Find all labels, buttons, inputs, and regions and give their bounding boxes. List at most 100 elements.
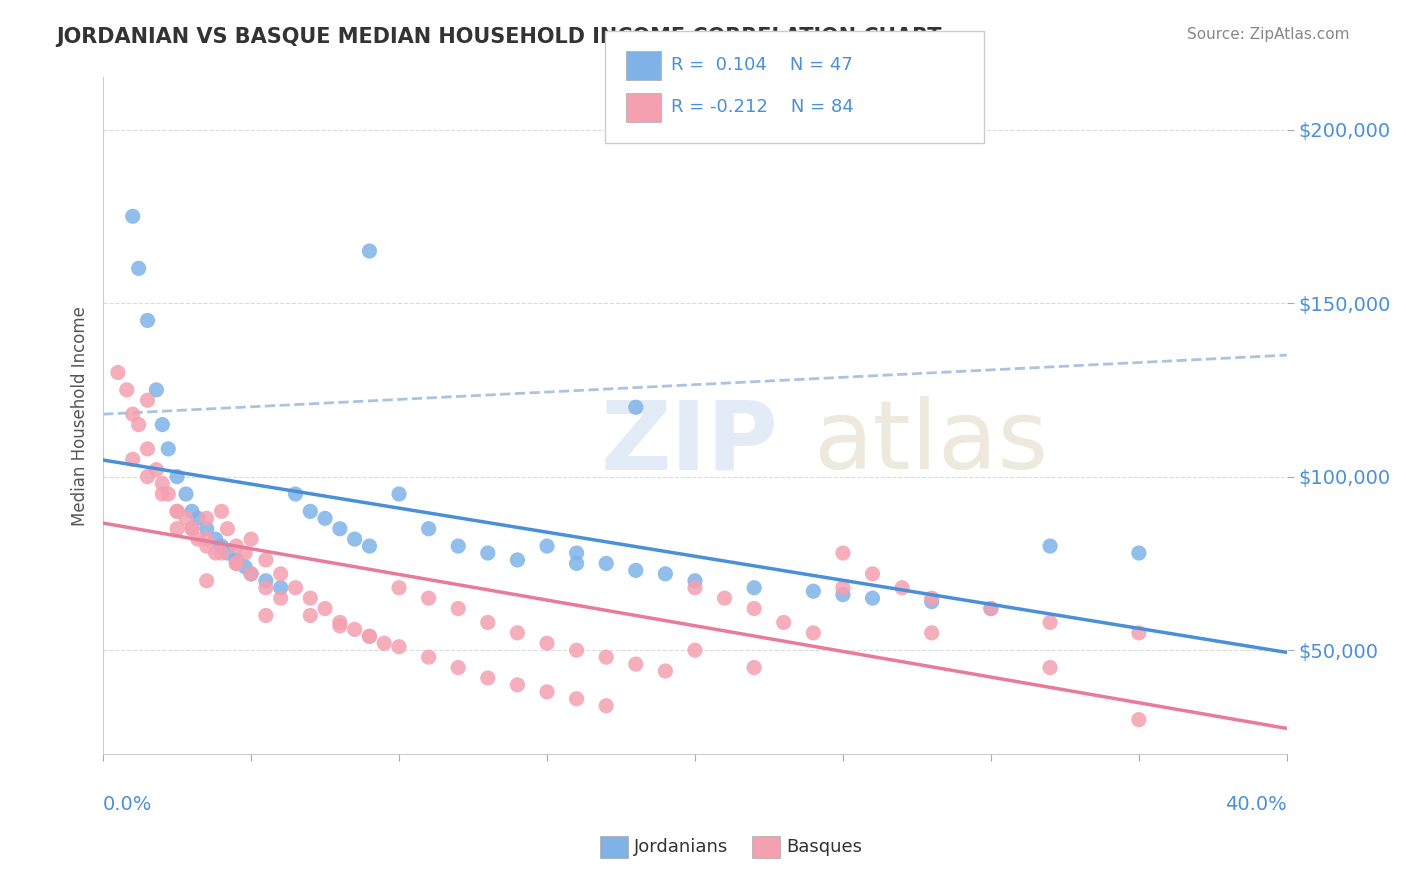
Point (1128, 625, 1150, 640)
Point (121, 452, 143, 467)
Point (157, 487, 180, 501)
Point (240, 532, 263, 546)
Point (343, 623, 366, 637)
Point (373, 636, 395, 650)
Point (565, 546, 588, 560)
Point (225, 553, 247, 567)
Point (217, 546, 239, 560)
Point (180, 504, 202, 518)
Text: JORDANIAN VS BASQUE MEDIAN HOUSEHOLD INCOME CORRELATION CHART: JORDANIAN VS BASQUE MEDIAN HOUSEHOLD INC… (56, 27, 942, 46)
Point (204, 546, 226, 560)
Point (801, 584, 824, 599)
Text: ZIP: ZIP (600, 396, 778, 490)
Text: Jordanians: Jordanians (634, 838, 728, 856)
Text: R = -0.212    N = 84: R = -0.212 N = 84 (671, 98, 853, 116)
Point (150, 487, 173, 501)
Point (121, 407, 143, 421)
Point (233, 560, 256, 574)
Point (174, 511, 197, 525)
Point (225, 557, 247, 571)
Point (832, 546, 855, 560)
Point (388, 487, 411, 501)
Point (254, 581, 277, 595)
Point (359, 244, 381, 258)
Point (136, 469, 159, 483)
Point (233, 546, 256, 560)
Point (359, 539, 381, 553)
Point (195, 532, 218, 546)
Point (862, 566, 884, 581)
Point (254, 608, 277, 623)
Point (343, 532, 366, 546)
Point (187, 511, 209, 525)
Point (150, 417, 173, 432)
Point (565, 557, 588, 571)
Point (980, 601, 1002, 615)
Point (1128, 546, 1150, 560)
Point (240, 566, 263, 581)
Point (832, 588, 855, 602)
Point (314, 511, 336, 525)
Point (270, 581, 292, 595)
Point (225, 539, 247, 553)
Point (211, 546, 233, 560)
Point (150, 476, 173, 491)
Point (195, 574, 218, 588)
Point (1039, 539, 1062, 553)
Point (1128, 713, 1150, 727)
Point (128, 417, 150, 432)
Point (388, 581, 411, 595)
Point (418, 650, 440, 665)
Point (136, 313, 159, 327)
Point (195, 511, 218, 525)
Point (1039, 660, 1062, 674)
Point (624, 657, 647, 672)
Point (624, 563, 647, 577)
Point (418, 591, 440, 606)
Point (299, 591, 322, 606)
Point (980, 601, 1002, 615)
Point (254, 553, 277, 567)
Point (891, 581, 914, 595)
Point (742, 601, 765, 615)
Text: Source: ZipAtlas.com: Source: ZipAtlas.com (1187, 27, 1350, 42)
Point (299, 504, 322, 518)
Point (388, 640, 411, 654)
Point (157, 442, 180, 456)
Point (166, 522, 188, 536)
Point (654, 664, 676, 678)
Point (536, 685, 558, 699)
Point (359, 629, 381, 643)
Point (595, 698, 617, 713)
Point (418, 522, 440, 536)
Point (1039, 615, 1062, 630)
Point (506, 553, 529, 567)
Point (187, 532, 209, 546)
Point (180, 522, 202, 536)
Point (477, 615, 499, 630)
Point (284, 581, 307, 595)
Point (299, 608, 322, 623)
Point (166, 504, 188, 518)
Point (447, 601, 470, 615)
Point (128, 261, 150, 276)
Point (329, 522, 352, 536)
Point (595, 650, 617, 665)
Y-axis label: Median Household Income: Median Household Income (72, 306, 89, 525)
Point (772, 615, 794, 630)
Point (477, 546, 499, 560)
Point (329, 615, 352, 630)
Point (862, 591, 884, 606)
Point (270, 566, 292, 581)
Text: atlas: atlas (813, 396, 1049, 490)
Point (211, 504, 233, 518)
Point (121, 209, 143, 223)
Point (145, 383, 167, 397)
Point (536, 636, 558, 650)
Point (145, 463, 167, 477)
Text: 40.0%: 40.0% (1225, 795, 1286, 814)
Text: Basques: Basques (786, 838, 862, 856)
Point (683, 581, 706, 595)
Point (921, 591, 943, 606)
Point (832, 581, 855, 595)
